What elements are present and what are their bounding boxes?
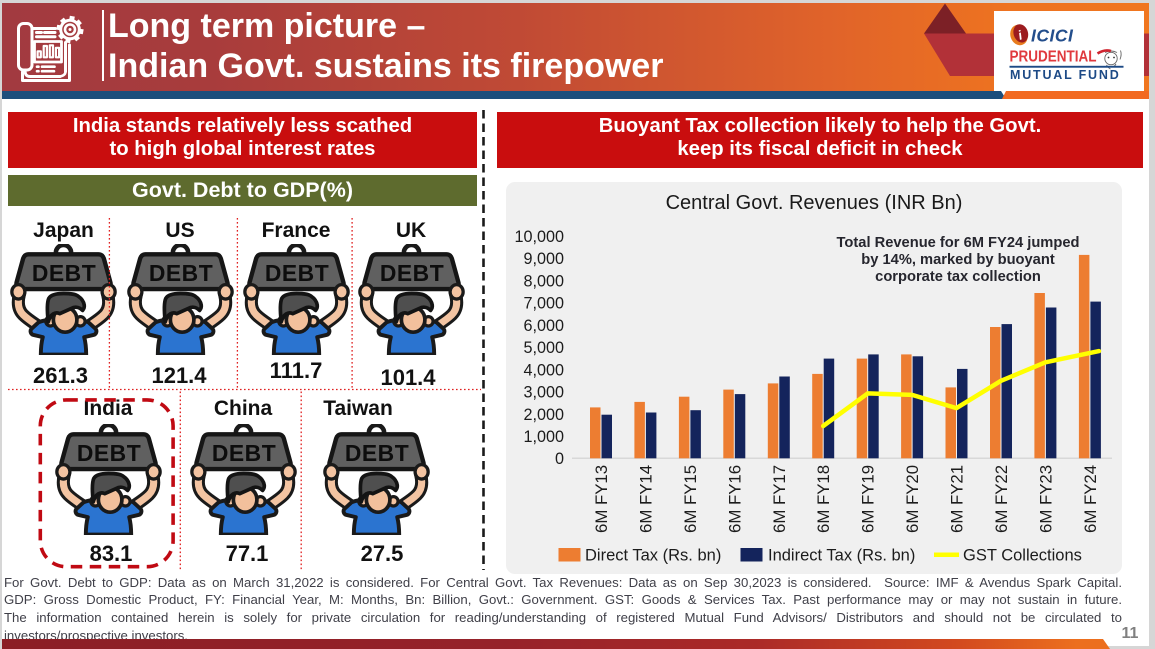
svg-text:i: i: [1016, 27, 1024, 43]
svg-text:Total Revenue for 6M FY24 jump: Total Revenue for 6M FY24 jumped: [837, 235, 1080, 251]
svg-text:6M FY21: 6M FY21: [948, 465, 967, 533]
svg-text:6M FY18: 6M FY18: [814, 465, 833, 533]
svg-text:6M FY16: 6M FY16: [725, 465, 744, 533]
svg-text:4,000: 4,000: [523, 361, 564, 379]
svg-text:6M FY15: 6M FY15: [681, 465, 700, 533]
svg-text:8,000: 8,000: [523, 272, 564, 290]
svg-text:9,000: 9,000: [523, 250, 564, 268]
svg-text:10,000: 10,000: [514, 228, 564, 246]
svg-text:Indirect Tax (Rs. bn): Indirect Tax (Rs. bn): [768, 547, 915, 565]
svg-text:2,000: 2,000: [523, 406, 564, 424]
svg-text:1,000: 1,000: [523, 428, 564, 446]
svg-text:6M FY24: 6M FY24: [1081, 465, 1100, 533]
svg-text:0: 0: [555, 450, 564, 468]
svg-text:3,000: 3,000: [523, 384, 564, 402]
svg-text:5,000: 5,000: [523, 339, 564, 357]
svg-text:6M FY22: 6M FY22: [992, 465, 1011, 533]
svg-text:Direct Tax (Rs. bn): Direct Tax (Rs. bn): [585, 547, 721, 565]
svg-text:PRUDENTIAL: PRUDENTIAL: [1010, 49, 1097, 66]
svg-text:6M FY14: 6M FY14: [636, 465, 655, 533]
svg-text:6M FY23: 6M FY23: [1036, 465, 1055, 533]
svg-text:ICICI: ICICI: [1031, 26, 1074, 46]
svg-text:Central Govt. Revenues (INR Bn: Central Govt. Revenues (INR Bn): [666, 192, 963, 214]
svg-text:corporate tax collection: corporate tax collection: [875, 269, 1041, 285]
svg-text:GST Collections: GST Collections: [963, 547, 1082, 565]
svg-text:6M FY20: 6M FY20: [903, 465, 922, 533]
svg-text:6,000: 6,000: [523, 317, 564, 335]
svg-text:by 14%, marked by buoyant: by 14%, marked by buoyant: [861, 252, 1055, 268]
svg-text:6M FY17: 6M FY17: [770, 465, 789, 533]
svg-text:7,000: 7,000: [523, 295, 564, 313]
svg-text:MUTUAL FUND: MUTUAL FUND: [1010, 68, 1121, 82]
svg-text:6M FY13: 6M FY13: [592, 465, 611, 533]
svg-text:6M FY19: 6M FY19: [859, 465, 878, 533]
